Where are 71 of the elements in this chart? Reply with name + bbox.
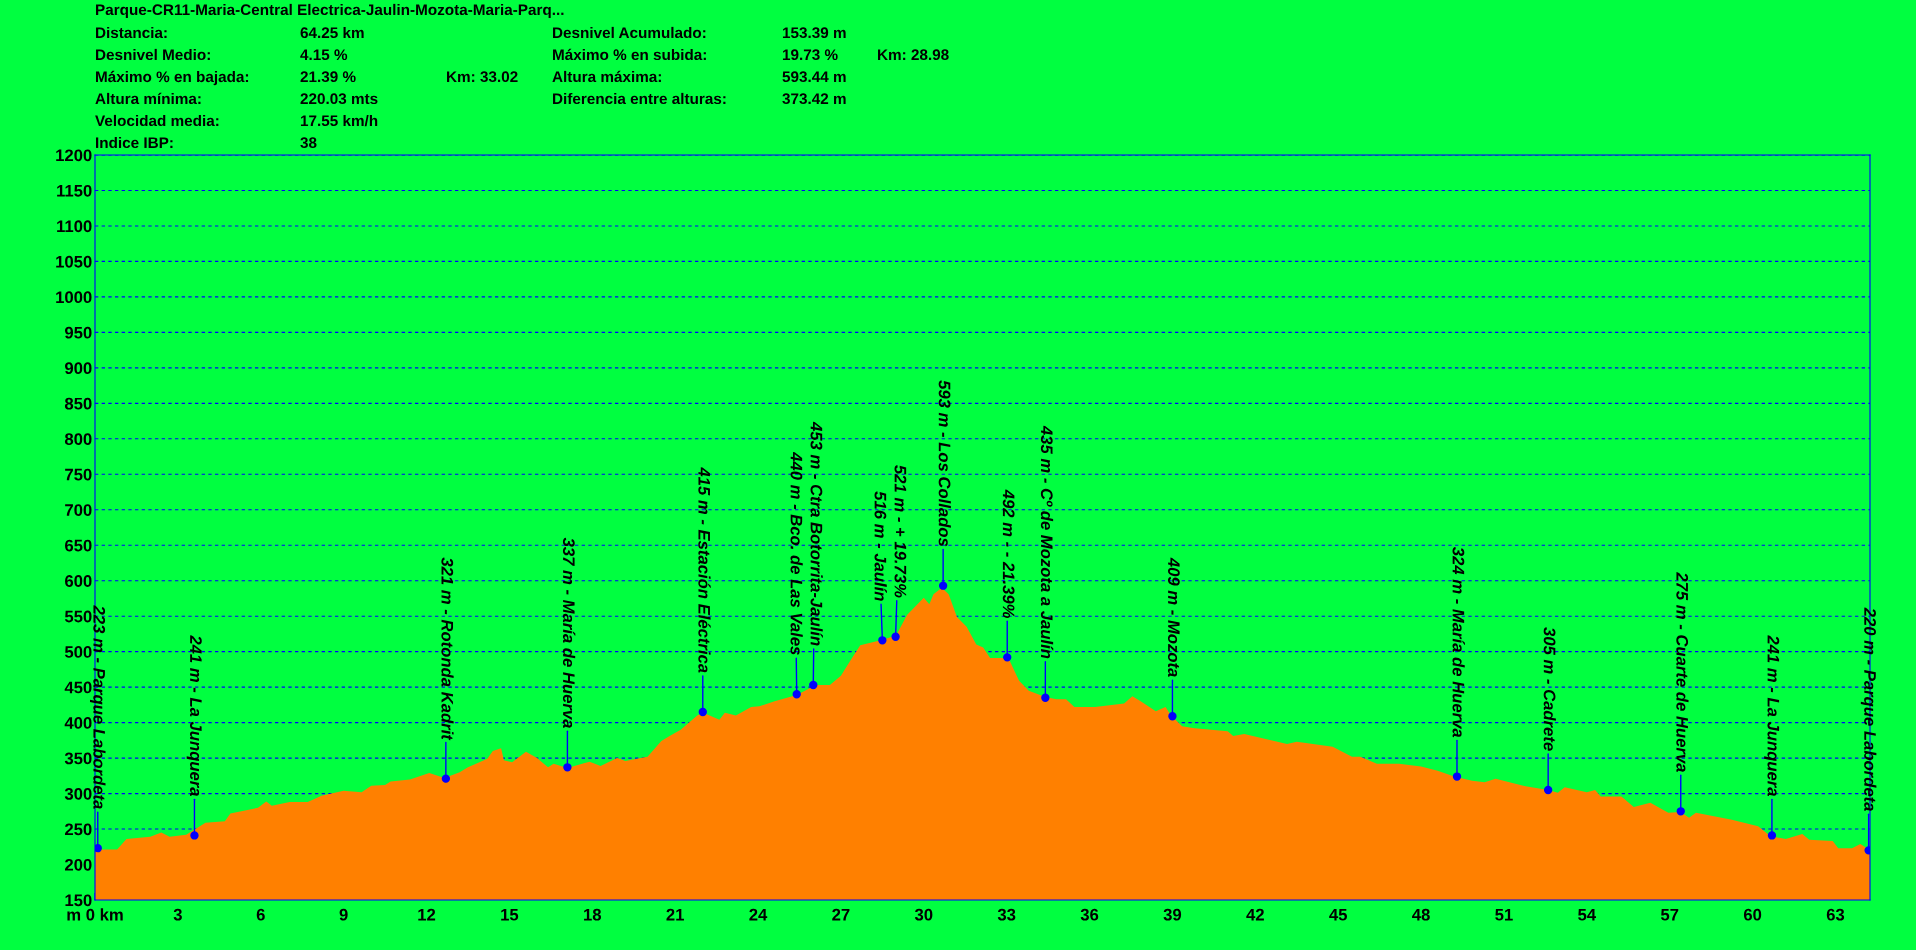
text: Máximo % en subida: 19.73 % Km: 28.98 <box>553 48 949 61</box>
text: Altura máxima: 593.44 m <box>552 70 846 83</box>
y-tick-label: 850 <box>64 397 92 410</box>
annotation: 241 m - La Junquera <box>186 635 202 797</box>
annotation: 241 m - La Junquera <box>1764 635 1780 797</box>
text: Altura mínima: 220.03 mts <box>95 92 378 105</box>
text: Diferencia entre alturas: 373.42 m <box>553 92 846 105</box>
x-tick-label: 24 <box>749 908 768 921</box>
text: Distancia: 64.25 km <box>96 26 364 39</box>
y-tick-label: 650 <box>65 539 92 552</box>
annotation: 453 m - Ctra Botorrita-Jaulín <box>810 421 823 646</box>
annotation: 521 m - + 19.73% <box>894 465 907 598</box>
x-tick-label: 63 <box>1826 908 1845 921</box>
x-tick-label: 21 <box>666 908 684 921</box>
y-tick-label: 200 <box>65 858 92 871</box>
annotation: 516 m - Jaulín <box>874 491 887 601</box>
y-tick-label: 150 <box>65 894 92 907</box>
chart-title: Parque-CR11-Maria-Central Electrica-Jaulin-Mozota-Maria-Parq... <box>96 3 564 19</box>
y-tick-label: 950 <box>65 326 92 339</box>
annotation: 275 m - Cuarte de Huerva <box>1676 572 1689 772</box>
x-tick-label: 42 <box>1246 908 1264 921</box>
annotation: 220 m - Parque Labordeta <box>1860 607 1877 811</box>
text: Desnivel Medio: 4.15 % <box>96 48 348 61</box>
y-tick-label: 250 <box>65 823 92 836</box>
annotation: 305 m - Cadrete <box>1543 627 1556 751</box>
x-tick-label: 12 <box>418 908 436 921</box>
y-tick-label: 1000 <box>56 291 92 304</box>
x-tick-label: 9 <box>339 908 348 921</box>
x-tick-label: m 0 km <box>67 908 123 921</box>
text: Desnivel Acumulado: 153.39 m <box>553 26 846 39</box>
x-tick-label: 54 <box>1578 908 1597 921</box>
text: Indice IBP: 38 <box>96 136 317 149</box>
x-tick-label: 30 <box>914 908 933 921</box>
x-tick-label: 48 <box>1412 908 1430 921</box>
y-tick-label: 350 <box>64 752 92 765</box>
annotation: 440 m - Bco. de Las Vales <box>790 451 803 655</box>
y-tick-label: 750 <box>65 468 92 481</box>
x-tick-label: 27 <box>832 908 850 921</box>
x-tick-label: 39 <box>1163 908 1182 921</box>
annotation: 337 m - María de Huerva <box>562 537 576 728</box>
y-tick-label: 700 <box>65 504 92 516</box>
x-tick-label: 3 <box>173 908 182 921</box>
x-tick-label: 57 <box>1660 908 1679 921</box>
annotation: 435 m - Cº de Mozota a Jaulín <box>1040 425 1054 659</box>
annotation: 415 m - Estación Eléctrica <box>698 467 711 673</box>
x-tick-label: 18 <box>584 908 602 921</box>
x-tick-label: 51 <box>1495 908 1513 921</box>
y-tick-label: 400 <box>64 717 92 729</box>
annotation: 321 m - Rotonda Kadrit <box>441 557 454 741</box>
y-tick-label: 600 <box>65 575 92 587</box>
y-tick-label: 1050 <box>56 255 92 268</box>
x-tick-label: 33 <box>997 908 1016 921</box>
y-tick-label: 1150 <box>57 184 92 197</box>
x-tick-label: 60 <box>1743 908 1762 921</box>
annotation: 593 m - Los Collados <box>938 380 951 547</box>
y-tick-label: 450 <box>64 681 92 694</box>
y-tick-label: 1200 <box>56 149 92 162</box>
y-tick-label: 550 <box>64 610 92 623</box>
y-tick-label: 900 <box>65 362 92 375</box>
text: Máximo % en bajada: 21.39 % Km: 33.02 <box>96 70 518 86</box>
y-tick-label: 500 <box>64 646 92 658</box>
y-tick-label: 1100 <box>57 220 92 233</box>
x-tick-label: 6 <box>256 908 265 921</box>
annotation: 324 m - María de Huerva <box>1452 546 1465 738</box>
annotation: 492 m - - 21.39% <box>1002 489 1015 618</box>
y-tick-label: 800 <box>64 433 92 446</box>
annotation: 409 m - Mozota <box>1167 557 1180 677</box>
x-tick-label: 45 <box>1329 908 1347 921</box>
text: Velocidad media: 17.55 km/h <box>95 114 378 127</box>
x-tick-label: 36 <box>1080 908 1099 921</box>
x-tick-label: 15 <box>501 908 519 921</box>
